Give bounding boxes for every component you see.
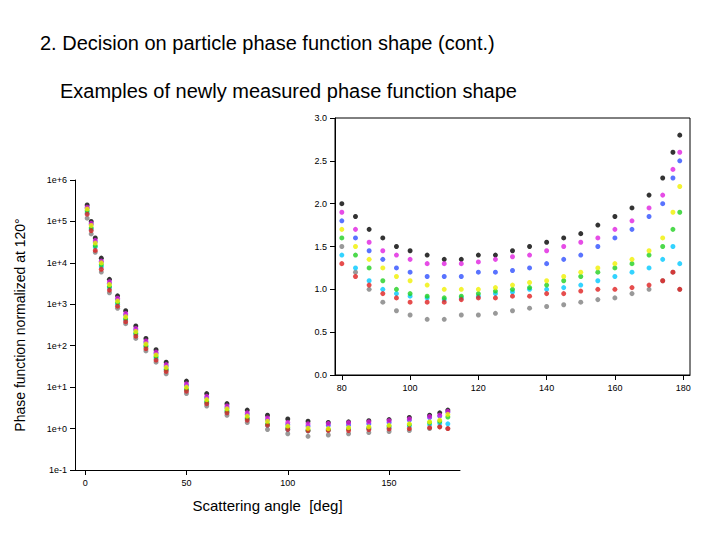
svg-text:100: 100	[280, 478, 295, 488]
svg-text:1e-1: 1e-1	[49, 465, 67, 475]
svg-text:100: 100	[403, 383, 418, 393]
svg-text:160: 160	[607, 383, 622, 393]
svg-text:0.0: 0.0	[314, 370, 327, 380]
svg-text:140: 140	[539, 383, 554, 393]
svg-text:1e+4: 1e+4	[47, 258, 67, 268]
svg-text:Phase function normalized at 1: Phase function normalized at 120°	[12, 218, 28, 431]
svg-text:1.0: 1.0	[314, 284, 327, 294]
svg-text:1e+5: 1e+5	[47, 216, 67, 226]
svg-text:1e+2: 1e+2	[47, 341, 67, 351]
svg-text:2.0: 2.0	[314, 199, 327, 209]
svg-text:3.0: 3.0	[314, 113, 327, 123]
svg-text:1e+3: 1e+3	[47, 299, 67, 309]
svg-text:80: 80	[337, 383, 347, 393]
svg-text:180: 180	[676, 383, 691, 393]
svg-text:0.5: 0.5	[314, 327, 327, 337]
svg-text:2. Decision on particle phase: 2. Decision on particle phase function s…	[40, 32, 495, 54]
svg-text:Examples of newly measured pha: Examples of newly measured phase functio…	[60, 80, 517, 102]
svg-text:1e+0: 1e+0	[47, 424, 67, 434]
svg-text:2.5: 2.5	[314, 156, 327, 166]
svg-text:1.5: 1.5	[314, 242, 327, 252]
svg-text:150: 150	[382, 478, 397, 488]
svg-text:0: 0	[83, 478, 88, 488]
svg-text:Scattering angle [deg]: Scattering angle [deg]	[192, 497, 342, 514]
svg-text:1e+1: 1e+1	[47, 382, 67, 392]
svg-text:120: 120	[471, 383, 486, 393]
svg-text:50: 50	[181, 478, 191, 488]
svg-text:1e+6: 1e+6	[47, 175, 67, 185]
